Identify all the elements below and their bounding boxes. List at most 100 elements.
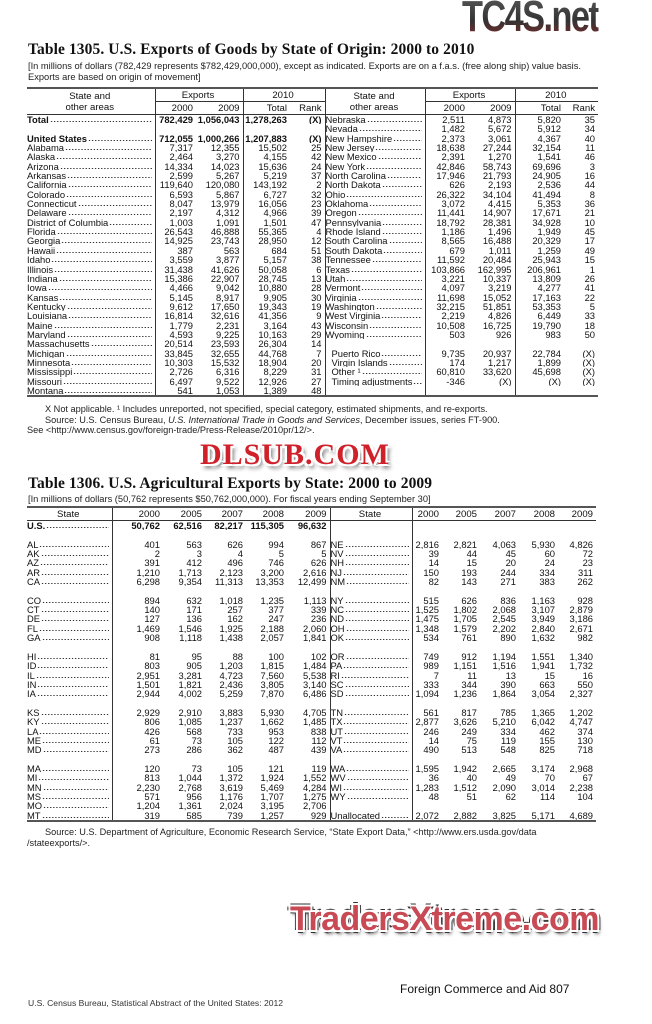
- table-row: Kansas 5,145 8,917 9,905 30 Virginia 11,698 15,…: [27, 292, 598, 302]
- state-cell: HI: [27, 651, 113, 662]
- value-cell: (X): [468, 376, 516, 386]
- state-cell: Nevada: [325, 124, 426, 134]
- value-cell: 817: [461, 707, 477, 718]
- dot-leader: [41, 614, 109, 623]
- row-label: WA: [330, 763, 346, 774]
- value-cell: 5,259: [219, 689, 243, 699]
- row-label: CA: [27, 577, 41, 587]
- value-cell: 28: [290, 283, 326, 293]
- value-cell: [243, 124, 290, 133]
- header-year: 2005: [180, 508, 202, 520]
- value-cell: 9,905: [263, 292, 287, 302]
- value-cell: 2,464: [169, 152, 193, 162]
- state-cell: [325, 339, 426, 349]
- value-cell: 40: [466, 773, 477, 783]
- state-cell: Arkansas: [27, 171, 156, 181]
- dot-leader: [39, 726, 109, 735]
- dot-leader: [345, 623, 409, 632]
- row-label: Hawaii: [27, 245, 56, 256]
- value-cell: 1,056,043: [196, 114, 244, 125]
- value-cell: 121: [268, 763, 284, 774]
- value-cell: 14,334: [164, 161, 193, 172]
- group-spacer: [27, 642, 596, 652]
- dot-leader: [39, 558, 109, 567]
- state-cell: MD: [27, 745, 113, 755]
- value-cell: 563: [186, 539, 202, 550]
- header-year: 2005: [455, 508, 477, 520]
- row-label: Tennessee: [325, 255, 371, 265]
- table-row: FL 1,469 1,546 1,925 2,188 2,060 OH 1,348 1,579 2…: [27, 623, 596, 634]
- state-cell: Rhode Island: [325, 227, 426, 237]
- value-cell: 4,873: [468, 114, 516, 125]
- value-cell: 32: [290, 189, 326, 200]
- value-cell: 7,560: [260, 670, 284, 680]
- value-cell: 1,949: [537, 227, 561, 237]
- value-cell: 626: [287, 558, 331, 568]
- header-year: 2009: [571, 508, 593, 520]
- value-cell: 1,210: [136, 567, 160, 578]
- state-cell: WV: [330, 773, 413, 783]
- value-cell: 31: [290, 367, 326, 377]
- value-cell: 344: [461, 679, 477, 690]
- dot-leader: [386, 171, 422, 180]
- value-cell: 73: [191, 763, 202, 774]
- row-label: MS: [27, 791, 42, 802]
- value-cell: 733: [227, 726, 243, 736]
- value-cell: 18,904: [258, 357, 287, 368]
- dot-leader: [39, 539, 109, 548]
- value-cell: 334: [539, 567, 555, 578]
- table-row: Kentucky 9,612 17,650 19,343 19 Washington 32,…: [27, 301, 598, 312]
- row-label: Delaware: [27, 208, 67, 218]
- value-cell: 490: [423, 745, 439, 755]
- table-row: Alabama 7,317 12,355 15,502 25 New Jersey 18,6…: [27, 143, 598, 153]
- value-cell: 1,713: [178, 567, 202, 578]
- value-cell: 989: [423, 661, 439, 671]
- dot-leader: [369, 320, 422, 329]
- state-cell: Unallocated: [330, 810, 413, 821]
- state-cell: KY: [27, 717, 113, 727]
- value-cell: 1,546: [178, 623, 202, 634]
- value-cell: -346: [446, 376, 465, 386]
- dot-leader: [87, 133, 152, 142]
- row-label: Arkansas: [27, 171, 67, 181]
- value-cell: 114: [540, 791, 555, 802]
- row-label: Kansas: [27, 292, 59, 302]
- value-cell: 20,514: [164, 339, 193, 349]
- table-row: Minnesota 10,303 15,532 18,904 20 Virgin Isla…: [27, 357, 598, 368]
- state-cell: New Mexico: [325, 152, 426, 162]
- value-cell: 115,305: [250, 520, 284, 531]
- value-cell: 6,486: [287, 689, 331, 699]
- row-label: North Carolina: [325, 171, 386, 181]
- table-row: Louisiana 16,814 32,616 41,356 9 West Virgini…: [27, 311, 598, 321]
- row-label: AK: [27, 549, 40, 559]
- value-cell: 3,559: [169, 255, 193, 265]
- value-cell: 4,155: [263, 152, 287, 162]
- row-label: Kentucky: [27, 301, 66, 312]
- value-cell: 928: [577, 595, 593, 606]
- value-cell: 10,880: [258, 283, 287, 293]
- value-cell: 1,018: [219, 595, 243, 606]
- value-cell: 14: [290, 339, 326, 349]
- row-label: NH: [330, 558, 345, 568]
- value-cell: 2,840: [531, 623, 555, 634]
- value-cell: 4,063: [492, 539, 516, 550]
- value-cell: 1,482: [441, 124, 465, 134]
- row-label: OR: [330, 651, 345, 662]
- value-cell: 20,329: [532, 236, 561, 246]
- value-cell: 803: [144, 661, 160, 671]
- dot-leader: [68, 311, 152, 320]
- value-cell: 1,372: [219, 773, 243, 783]
- value-cell: 387: [177, 245, 193, 256]
- value-cell: 1,217: [468, 357, 516, 368]
- value-cell: 4,689: [569, 810, 593, 821]
- value-cell: 2,024: [219, 801, 243, 811]
- table-row: GA 908 1,118 1,438 2,057 1,841 OK 534 761 890 1,63…: [27, 633, 596, 643]
- value-cell: 515: [423, 595, 439, 606]
- value-cell: 257: [227, 605, 243, 615]
- value-cell: 412: [186, 558, 202, 568]
- value-cell: 1,632: [531, 633, 555, 643]
- value-cell: 2,879: [569, 605, 593, 615]
- group-spacer: [27, 698, 596, 708]
- value-cell: 912: [461, 651, 477, 662]
- value-cell: 1,705: [453, 614, 477, 624]
